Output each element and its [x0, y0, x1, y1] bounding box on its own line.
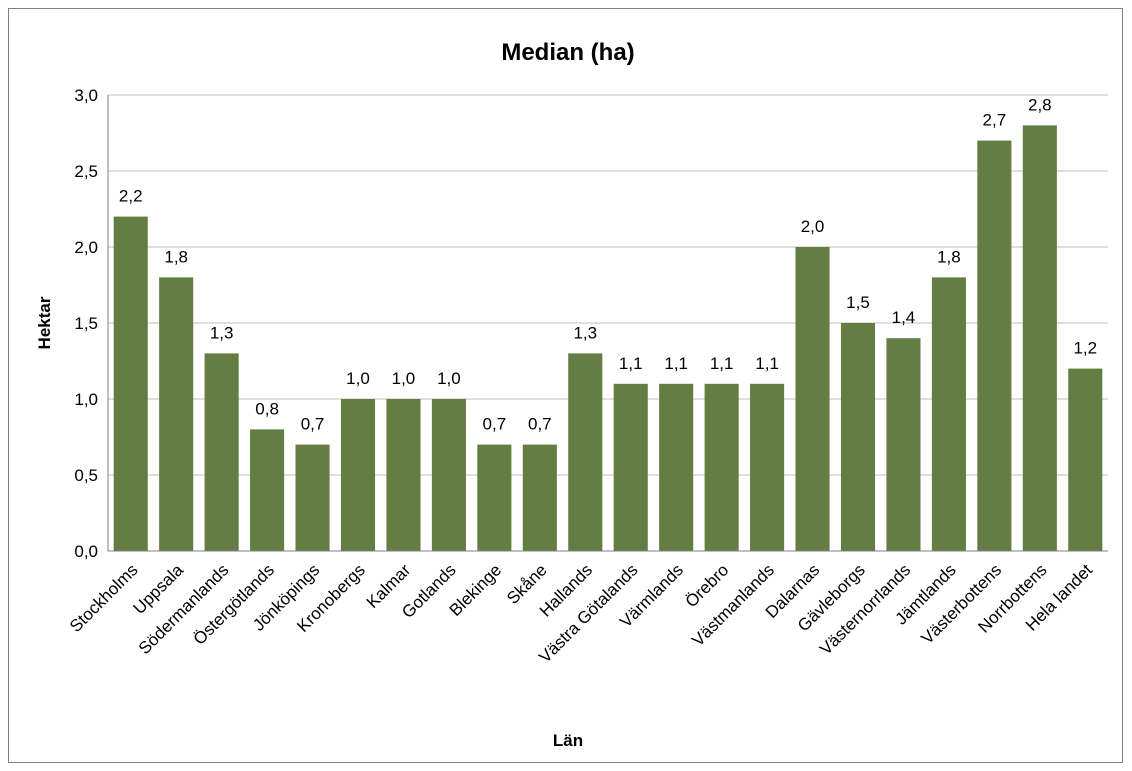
data-label: 1,0 — [392, 369, 416, 388]
bar — [977, 140, 1012, 551]
x-axis-ticks: StockholmsUppsalaSödermanlandsÖstergötla… — [66, 560, 1096, 667]
y-tick-label: 0,0 — [74, 542, 98, 561]
data-label: 1,1 — [710, 354, 734, 373]
y-tick-label: 0,5 — [74, 466, 98, 485]
data-label: 1,4 — [892, 308, 916, 327]
y-tick-label: 1,5 — [74, 314, 98, 333]
bar — [886, 338, 921, 551]
bar — [568, 353, 603, 551]
data-label: 1,5 — [846, 293, 870, 312]
data-label: 1,3 — [210, 323, 234, 342]
data-label: 1,8 — [164, 247, 188, 266]
data-label: 0,7 — [483, 415, 507, 434]
data-label: 0,7 — [528, 415, 552, 434]
bar — [931, 277, 966, 551]
bar — [1068, 368, 1103, 551]
bar — [431, 399, 466, 551]
bar — [159, 277, 194, 551]
bar — [840, 323, 876, 551]
data-label: 1,1 — [664, 354, 688, 373]
bar — [750, 383, 785, 551]
data-label: 2,0 — [801, 217, 825, 236]
y-tick-label: 2,0 — [74, 238, 98, 257]
chart-title: Median (ha) — [501, 39, 634, 66]
y-tick-label: 2,5 — [74, 162, 98, 181]
data-label: 1,3 — [573, 323, 597, 342]
bar — [704, 383, 739, 551]
bar — [204, 353, 239, 551]
data-label: 1,0 — [346, 369, 370, 388]
bars — [113, 125, 1103, 552]
y-tick-label: 3,0 — [74, 86, 98, 105]
data-label: 1,1 — [619, 354, 643, 373]
data-label: 2,2 — [119, 187, 143, 206]
data-label: 1,8 — [937, 247, 961, 266]
data-label: 0,7 — [301, 415, 325, 434]
bar — [386, 399, 421, 551]
data-label: 0,8 — [255, 399, 279, 418]
bar — [477, 444, 512, 551]
data-label: 1,1 — [755, 354, 779, 373]
y-axis-ticks: 0,0 0,5 1,0 1,5 2,0 2,5 3,0 — [74, 86, 98, 561]
bar — [295, 444, 330, 551]
data-label: 1,2 — [1073, 339, 1097, 358]
bar — [659, 383, 694, 551]
bar — [795, 247, 830, 551]
bar — [522, 444, 557, 551]
x-axis-title: Län — [553, 731, 583, 750]
y-axis-title: Hektar — [35, 296, 54, 349]
bar — [1022, 125, 1057, 552]
bar — [113, 216, 148, 551]
bar — [250, 429, 285, 551]
data-label: 2,8 — [1028, 95, 1052, 114]
data-label: 1,0 — [437, 369, 461, 388]
bar — [613, 383, 648, 551]
data-labels: 2,2 1,8 1,3 0,8 0,7 1,0 1,0 1,0 0,7 0,7 1,3 1,1 1,1 1… — [119, 95, 1097, 433]
y-tick-label: 1,0 — [74, 390, 98, 409]
data-label: 2,7 — [983, 111, 1007, 130]
bar — [340, 399, 376, 551]
x-tick-label: Stockholms — [66, 560, 142, 636]
